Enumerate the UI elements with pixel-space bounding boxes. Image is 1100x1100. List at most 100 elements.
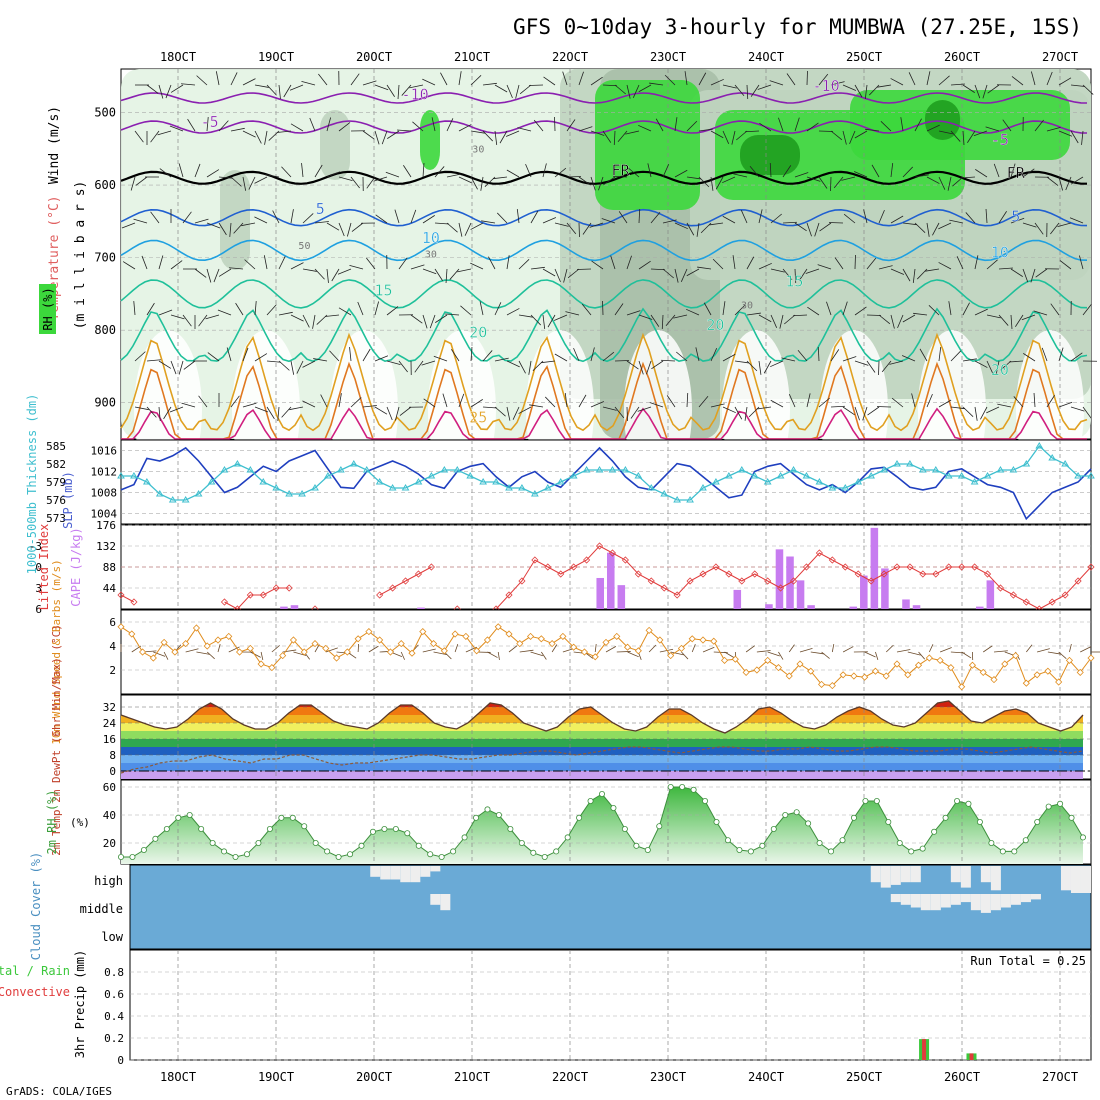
- wind-barb: [449, 268, 460, 280]
- wind-barb: [698, 396, 709, 408]
- thickness-marker: [996, 466, 1005, 473]
- wind-barb: [733, 173, 748, 178]
- cloud-cell: [1030, 894, 1041, 900]
- wind-barb: [163, 406, 172, 420]
- wind-barb: [722, 84, 737, 89]
- wind-barb: [853, 171, 868, 178]
- thickness-axis-label: 1000-500mb Thickness (dm): [25, 394, 39, 575]
- wind-barb: [289, 406, 304, 411]
- dewpoint-line: [120, 746, 1084, 774]
- wind-barb: [206, 169, 220, 178]
- wind-barb: [736, 130, 748, 141]
- wind-barb: [833, 176, 844, 189]
- wind-barb: [973, 130, 988, 137]
- wind-barb: [445, 313, 460, 316]
- wind-barb: [1034, 222, 1044, 235]
- precip-bars: [919, 1039, 977, 1060]
- slp-lines: [117, 442, 1095, 521]
- wind-barb: [525, 163, 532, 178]
- wind-barb: [849, 130, 856, 145]
- wind-barb: [517, 127, 532, 132]
- rh2m-marker: [358, 842, 365, 849]
- wind-barb: [326, 222, 340, 231]
- wind-barb: [769, 80, 784, 86]
- wind-barb: [150, 130, 160, 143]
- wind-barb: [458, 124, 472, 132]
- temperature-contour: [120, 170, 1087, 185]
- wind-barb: [650, 212, 661, 224]
- wind-barb: [1022, 222, 1037, 228]
- rh-label: 30: [472, 144, 484, 155]
- wind-barb: [710, 403, 725, 408]
- wind-barb: [338, 307, 352, 316]
- wind-barb: [602, 351, 615, 362]
- cloud-cell: [990, 866, 1001, 891]
- wind-barb: [194, 268, 207, 278]
- wind-barb: [290, 360, 295, 375]
- wind-barb: [494, 406, 506, 417]
- wind-barb: [281, 166, 292, 178]
- thickness-marker: [427, 472, 436, 479]
- wind-barb: [997, 403, 1012, 408]
- rh2m-marker: [1011, 848, 1018, 855]
- li-marker: [906, 563, 914, 571]
- lifted-index-axis-label: Lifted Index: [37, 524, 51, 611]
- rh2m-marker: [232, 854, 239, 861]
- cloud-cell: [430, 866, 441, 872]
- thickness-marker: [324, 472, 332, 479]
- wind-barb: [242, 402, 257, 408]
- wind-barb: [1010, 268, 1023, 277]
- wind-barb: [590, 130, 605, 136]
- wind-barb: [770, 399, 784, 408]
- wind-barb: [446, 173, 461, 178]
- thickness-marker: [194, 490, 203, 497]
- wind-barb: [496, 212, 508, 224]
- cape-bar: [733, 589, 742, 609]
- cape-bar: [807, 605, 815, 609]
- wind-barb: [242, 130, 256, 138]
- wind10m-barb: [767, 651, 780, 657]
- wind-barb: [169, 125, 184, 132]
- wind-barb: [938, 130, 953, 135]
- li-marker: [751, 570, 759, 578]
- wind-barb: [374, 130, 380, 145]
- li-marker: [932, 570, 940, 578]
- bottom-date-axis: 18OCT 19OCT 20OCT 21OCT 22OCT 23OCT 24OCT 25OCT…: [160, 1070, 1078, 1084]
- li-marker: [828, 556, 836, 564]
- wind-barb: [947, 176, 952, 191]
- rh2m-marker: [667, 784, 674, 791]
- wind-barb: [890, 215, 904, 224]
- wind-barb: [470, 74, 482, 86]
- wind-barb: [397, 129, 412, 132]
- wind-barb: [374, 406, 388, 415]
- wind-barb: [769, 162, 772, 178]
- wind10m-marker: [149, 654, 157, 662]
- wind10m-marker: [1011, 652, 1020, 660]
- wind-barb: [265, 174, 280, 178]
- wind-barb: [962, 302, 970, 316]
- wind10m-barb: [810, 651, 825, 655]
- thickness-marker: [712, 478, 720, 485]
- wind-barb: [451, 349, 460, 362]
- wind10m-barb: [724, 651, 735, 659]
- precip-convective-bar: [922, 1039, 927, 1060]
- cape-bar: [607, 552, 615, 609]
- rh2m-marker: [805, 820, 812, 827]
- wind-barb: [763, 360, 772, 374]
- wind-barb: [182, 211, 192, 224]
- wind-barb: [695, 347, 700, 362]
- wind10m-marker: [419, 628, 427, 636]
- wind10m-marker: [893, 660, 901, 668]
- wind-barb: [564, 393, 568, 408]
- rh2m-marker: [312, 840, 319, 847]
- wind-barb: [1059, 260, 1072, 270]
- date-label-top: 19OCT: [258, 50, 294, 64]
- wind-barb: [1002, 119, 1012, 132]
- wind10m-barb: [659, 648, 674, 653]
- wind-barb: [350, 73, 360, 86]
- wind-barb: [842, 84, 857, 91]
- cloud-level-label: high: [94, 874, 123, 888]
- wind-barb: [159, 168, 172, 178]
- wind-barb: [1011, 76, 1024, 86]
- wind-barb: [610, 255, 616, 270]
